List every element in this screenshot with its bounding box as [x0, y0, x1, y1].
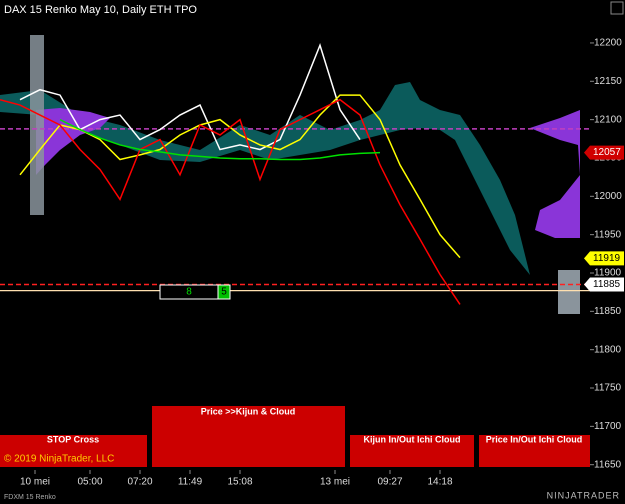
series-line — [59, 118, 381, 161]
order-quantity: 8 — [186, 287, 192, 298]
x-tick-label: 05:00 — [77, 477, 102, 488]
x-tick-label: 13 mei — [320, 477, 350, 488]
button-label: Price >>Kijun & Cloud — [201, 406, 296, 416]
button-label: STOP Cross — [47, 434, 99, 444]
y-tick-label: 11800 — [594, 344, 622, 355]
x-tick-label: 11:49 — [178, 477, 203, 488]
button[interactable] — [0, 435, 147, 467]
button[interactable] — [479, 435, 590, 467]
y-tick-label: 12000 — [594, 191, 622, 202]
copyright: © 2019 NinjaTrader, LLC — [4, 454, 114, 465]
tpo-profile-gray — [558, 270, 580, 314]
y-tick-label: 12100 — [594, 114, 622, 125]
brand: NINJATRADER — [547, 490, 620, 500]
y-tick-label: 11700 — [594, 421, 622, 432]
price-marker-label: 12057 — [593, 147, 621, 158]
tpo-profile-gray — [30, 35, 44, 215]
price-marker — [584, 145, 624, 160]
order-count: 5 — [221, 287, 227, 298]
series-line — [19, 94, 461, 259]
button-label: Kijun In/Out Ichi Cloud — [364, 434, 461, 444]
tpo-profile — [530, 110, 580, 238]
price-marker — [584, 277, 624, 292]
instrument: FDXM 15 Renko — [4, 494, 56, 501]
x-tick-label: 10 mei — [20, 477, 50, 488]
y-tick-label: 12150 — [594, 76, 622, 87]
y-tick-label: 12200 — [594, 38, 622, 49]
chart-title: DAX 15 Renko May 10, Daily ETH TPO — [4, 4, 197, 16]
price-marker — [584, 251, 624, 266]
tpo-profile — [36, 108, 110, 175]
button[interactable] — [350, 435, 474, 467]
y-tick-label: 11750 — [594, 383, 622, 394]
x-tick-label: 15:08 — [227, 477, 252, 488]
x-tick-label: 09:27 — [377, 477, 402, 488]
button-label: Price In/Out Ichi Cloud — [486, 434, 583, 444]
y-tick-label: 11950 — [594, 229, 622, 240]
price-marker-label: 11885 — [593, 279, 621, 290]
plot: 11650 11700 11750 11800 11850 11900 11950 12000… — [0, 38, 622, 488]
y-tick-label: 11900 — [594, 268, 622, 279]
x-tick-label: 14:18 — [427, 477, 452, 488]
order-count-box[interactable] — [217, 284, 231, 300]
series-line — [19, 43, 361, 151]
button[interactable] — [152, 406, 345, 467]
y-tick-label: 11850 — [594, 306, 622, 317]
y-tick-label: 11650 — [594, 459, 622, 470]
window-button[interactable] — [610, 1, 624, 15]
x-tick-label: 07:20 — [127, 477, 152, 488]
series-line — [0, 98, 461, 305]
price-marker-label: 11919 — [593, 253, 621, 264]
